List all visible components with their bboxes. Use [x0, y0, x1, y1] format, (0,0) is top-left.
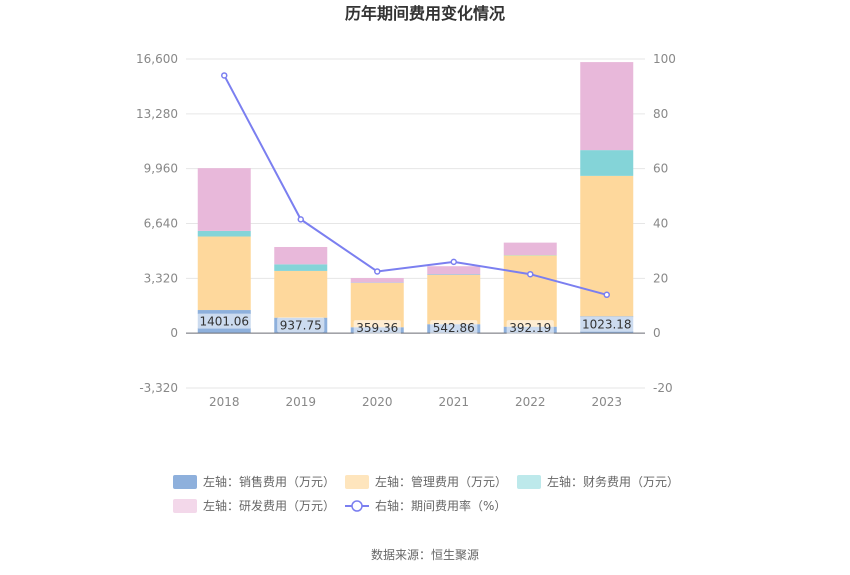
line-point — [450, 258, 457, 266]
legend-swatch — [173, 475, 197, 489]
y-left-tick-label: 13,280 — [136, 107, 178, 121]
x-tick-label: 2018 — [209, 395, 240, 409]
chart-title: 历年期间费用变化情况 — [345, 4, 505, 23]
bar-segment — [274, 246, 328, 265]
data-label: 1401.06 — [199, 315, 249, 329]
y-right-tick-label: 0 — [653, 326, 661, 340]
y-right-tick-label: 20 — [653, 271, 668, 285]
x-tick-label: 2020 — [362, 395, 393, 409]
data-label-bg — [430, 320, 478, 336]
legend-swatch — [345, 475, 369, 489]
bar-segment — [274, 270, 328, 318]
legend-label: 左轴：财务费用（万元） — [547, 474, 679, 489]
bar-segment — [350, 282, 404, 328]
bar-segment — [427, 274, 481, 325]
y-right-tick-label: 100 — [653, 52, 676, 66]
data-label-bg — [353, 320, 401, 336]
legend-swatch — [173, 499, 197, 513]
bar-segment — [503, 255, 557, 327]
data-label-bg — [197, 313, 252, 329]
bar-segment — [427, 266, 481, 275]
x-tick-label: 2022 — [515, 395, 546, 409]
bar-segment — [580, 62, 634, 151]
y-left-tick-label: 0 — [170, 326, 178, 340]
data-label-bg — [277, 317, 325, 333]
line-point — [221, 72, 228, 79]
line-point — [297, 216, 304, 223]
bar-segment — [274, 264, 328, 271]
source-note: 数据来源：恒生聚源 — [371, 547, 479, 562]
bar-segment — [503, 242, 557, 256]
legend-swatch — [517, 475, 541, 489]
line-point — [527, 270, 534, 278]
bar-segment — [197, 168, 251, 231]
y-left-tick-label: 3,320 — [144, 271, 178, 285]
expense-ratio-line — [223, 74, 608, 296]
bar-segment — [350, 278, 404, 283]
legend-label: 左轴：管理费用（万元） — [375, 474, 507, 489]
y-left-tick-label: -3,320 — [139, 381, 178, 395]
y-right-tick-label: 80 — [653, 107, 668, 121]
data-label: 1023.18 — [582, 318, 632, 332]
data-label: 937.75 — [280, 318, 322, 332]
bar-segment — [197, 230, 251, 237]
y-right-tick-label: 40 — [653, 217, 668, 231]
data-label: 392.19 — [509, 321, 551, 335]
line-point — [603, 291, 610, 299]
y-right-tick-label: 60 — [653, 162, 668, 176]
x-tick-label: 2021 — [438, 395, 469, 409]
legend-line-marker — [351, 500, 363, 512]
y-left-tick-label: 6,640 — [144, 217, 178, 231]
legend-label: 右轴：期间费用率（%） — [375, 498, 506, 513]
legend-label: 左轴：销售费用（万元） — [203, 474, 335, 489]
data-label: 542.86 — [433, 321, 475, 335]
data-label-bg — [506, 320, 554, 336]
y-right-tick-label: -20 — [653, 381, 673, 395]
x-tick-label: 2023 — [591, 395, 622, 409]
legend-label: 左轴：研发费用（万元） — [203, 498, 335, 513]
line-point — [374, 268, 381, 275]
bar-segment — [580, 150, 634, 176]
x-tick-label: 2019 — [285, 395, 316, 409]
data-label-bg — [579, 316, 634, 332]
bar-segment — [197, 236, 251, 311]
data-label: 359.36 — [356, 321, 398, 335]
y-left-tick-label: 9,960 — [144, 162, 178, 176]
y-left-tick-label: 16,600 — [136, 52, 178, 66]
